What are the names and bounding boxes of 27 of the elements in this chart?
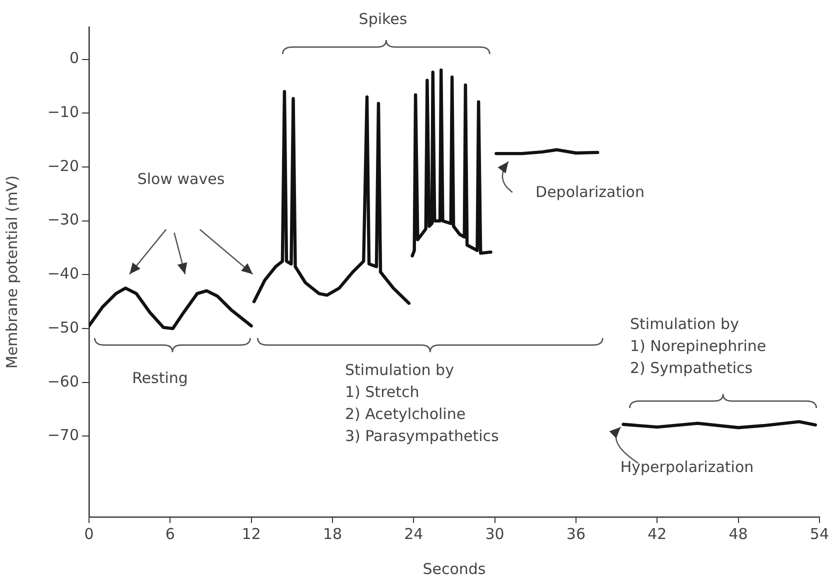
x-axis-title: Seconds bbox=[422, 560, 486, 578]
y-tick-label: −60 bbox=[47, 372, 79, 390]
annotation: Spikes bbox=[358, 10, 408, 28]
annotation: Stimulation by 1) Norepinephrine 2) Sympathetics bbox=[630, 314, 766, 377]
x-tick-label: 0 bbox=[84, 524, 94, 543]
x-tick-label: 30 bbox=[485, 524, 504, 543]
x-tick-label: 54 bbox=[810, 524, 830, 543]
x-tick-label: 48 bbox=[728, 524, 748, 543]
y-tick-label: −70 bbox=[47, 426, 79, 444]
y-tick-label: −20 bbox=[47, 156, 79, 175]
annotation: Stimulation by 1) Stretch 2) Acetylcholine 3) Parasympathetics bbox=[345, 360, 500, 445]
x-tick-label: 24 bbox=[404, 524, 424, 543]
y-tick-label: 0 bbox=[69, 49, 79, 68]
x-tick-label: 42 bbox=[648, 524, 667, 543]
annotation: Resting bbox=[132, 368, 188, 387]
y-axis-title: Membrane potential (mV) bbox=[2, 175, 21, 369]
y-tick-label: −40 bbox=[47, 264, 79, 283]
y-tick-label: −10 bbox=[47, 103, 79, 122]
annotation: Depolarization bbox=[536, 182, 644, 201]
x-tick-label: 36 bbox=[566, 524, 586, 543]
x-tick-label: 12 bbox=[242, 524, 261, 543]
annotation: Slow waves bbox=[137, 170, 225, 188]
x-tick-label: 18 bbox=[322, 524, 342, 543]
y-tick-label: −50 bbox=[47, 318, 79, 336]
y-tick-label: −30 bbox=[47, 210, 79, 229]
x-tick-label: 6 bbox=[165, 524, 175, 543]
annotation: Hyperpolarization bbox=[620, 458, 754, 476]
